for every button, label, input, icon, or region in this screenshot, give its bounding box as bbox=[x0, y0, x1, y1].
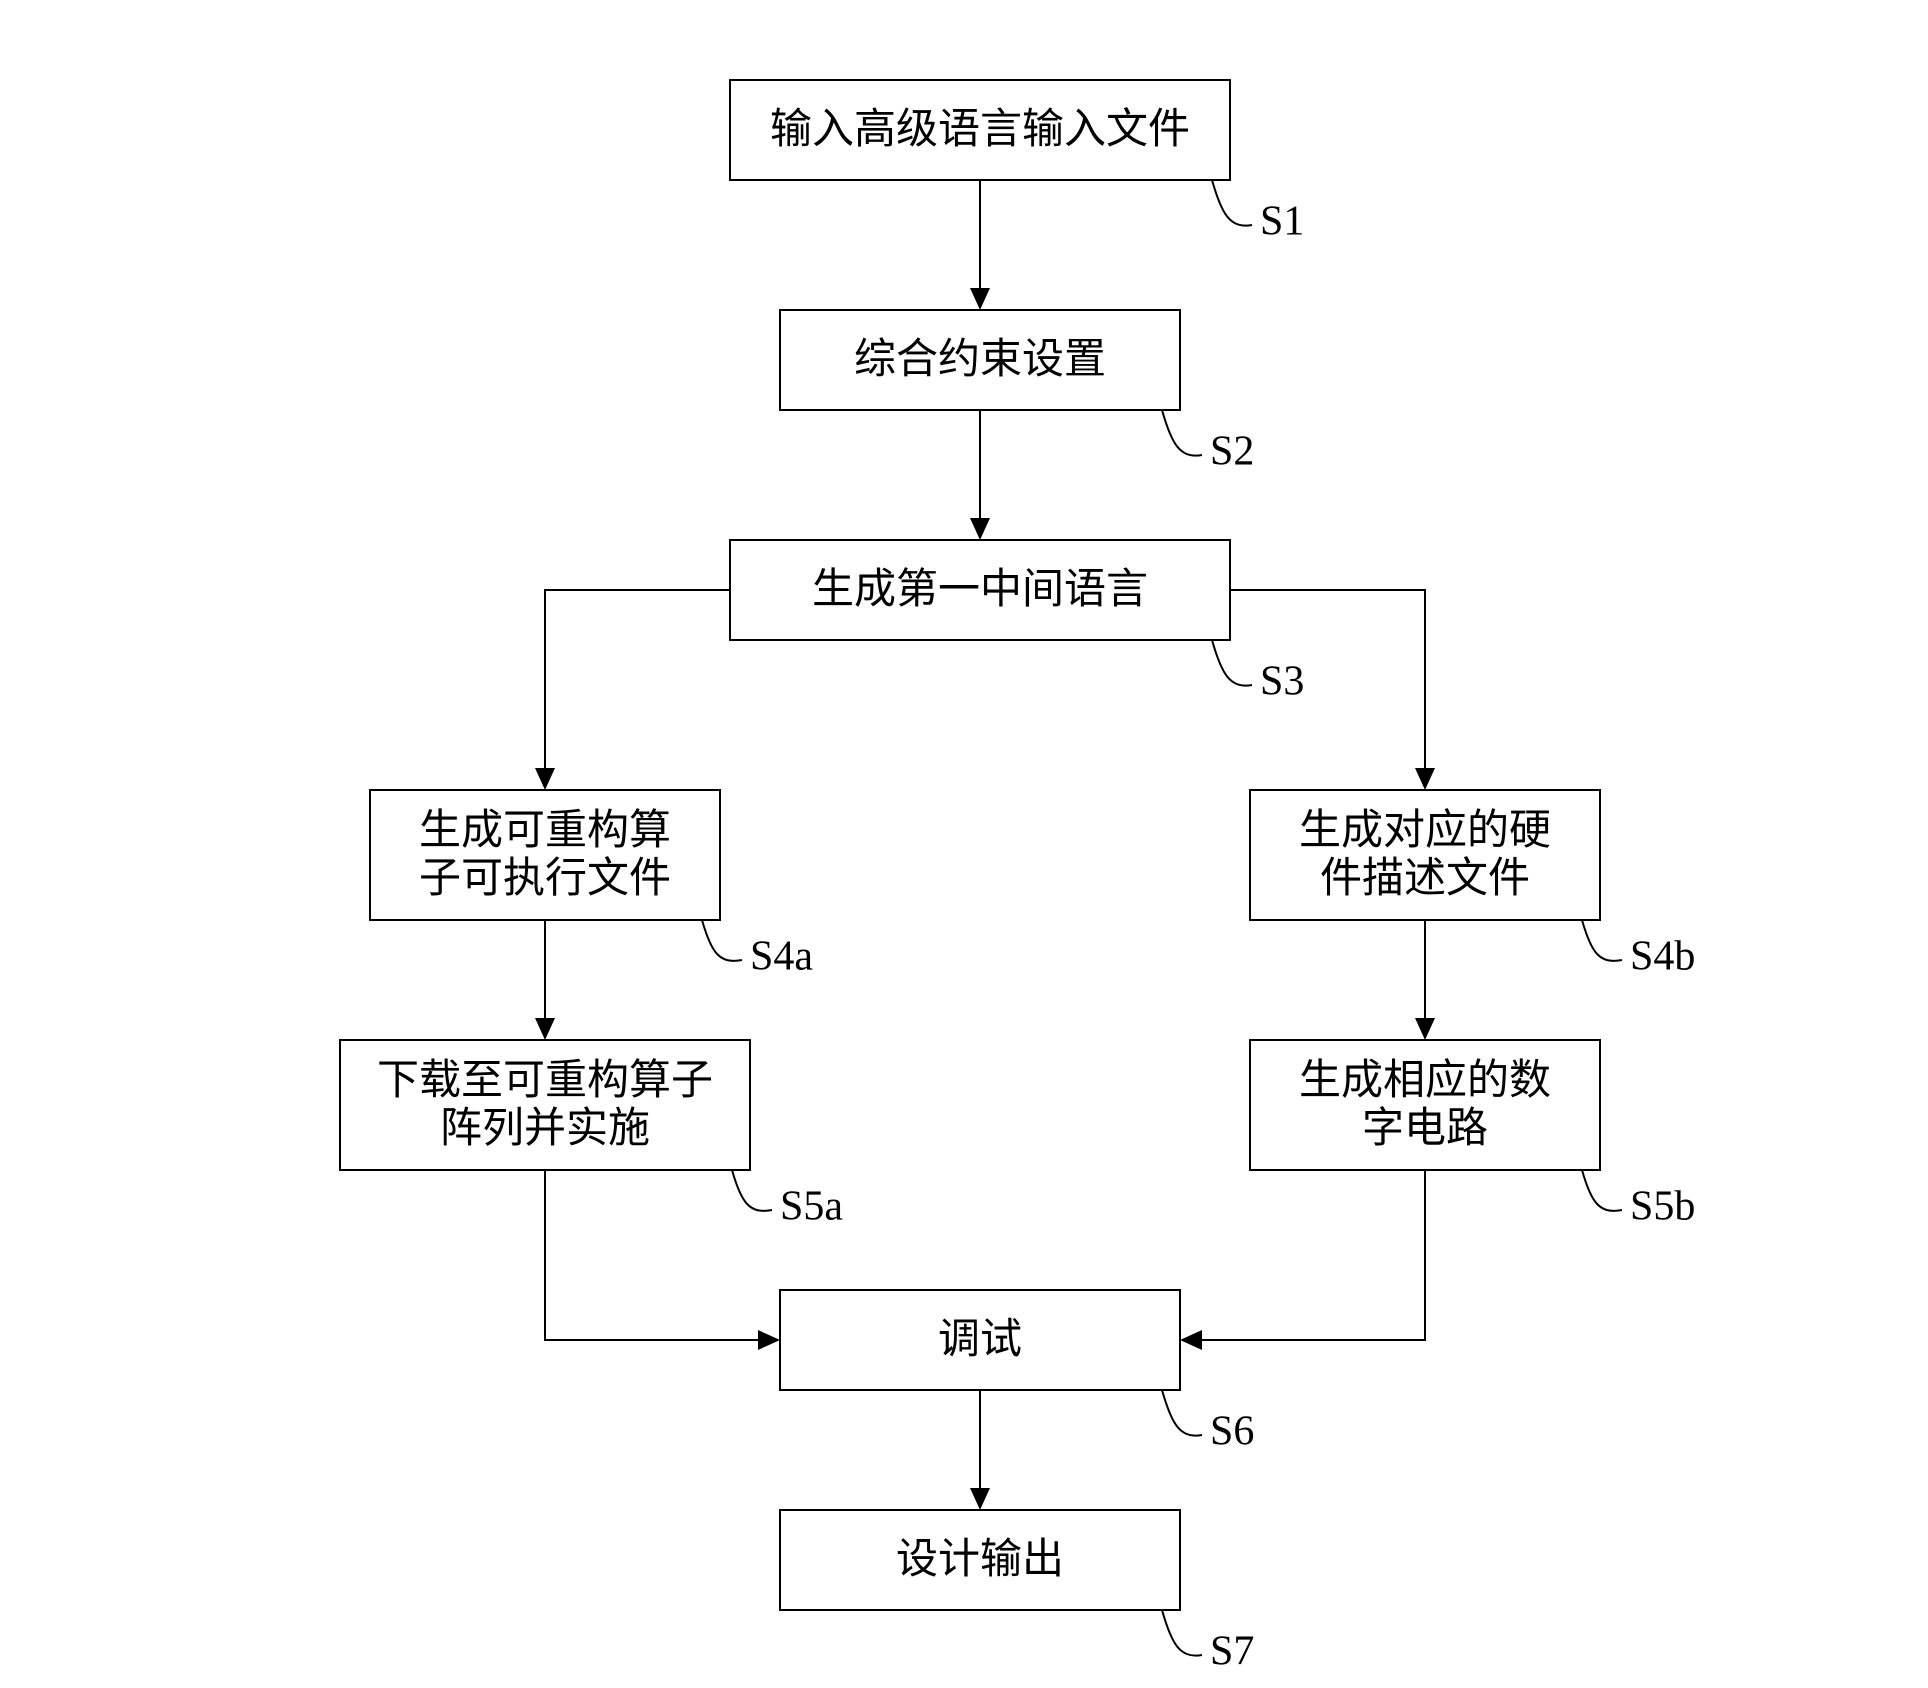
node-text: 设计输出 bbox=[896, 1537, 1064, 1583]
step-label: S6 bbox=[1210, 1409, 1254, 1455]
node-text: 调试 bbox=[938, 1317, 1022, 1363]
node-text: 生成可重构算 bbox=[419, 808, 671, 854]
step-label: S1 bbox=[1260, 199, 1304, 245]
flow-node-S6: 调试 S6 bbox=[780, 1290, 1254, 1455]
flow-node-S5b: 生成相应的数字电路 S5b bbox=[1250, 1040, 1695, 1230]
flow-node-S1: 输入高级语言输入文件 S1 bbox=[730, 80, 1304, 245]
step-label: S5a bbox=[780, 1184, 843, 1230]
step-label: S5b bbox=[1630, 1184, 1695, 1230]
step-label: S3 bbox=[1260, 659, 1304, 705]
flow-node-S5a: 下载至可重构算子阵列并实施 S5a bbox=[340, 1040, 843, 1230]
flow-node-S4a: 生成可重构算子可执行文件 S4a bbox=[370, 790, 813, 980]
step-label: S7 bbox=[1210, 1629, 1254, 1675]
step-label: S4b bbox=[1630, 934, 1695, 980]
nodes-layer: 输入高级语言输入文件 S1 综合约束设置 S2 生成第一中间语言 S3 生成可重构算子可执行… bbox=[340, 80, 1695, 1675]
flow-node-S2: 综合约束设置 S2 bbox=[780, 310, 1254, 475]
node-text: 子可执行文件 bbox=[419, 855, 671, 902]
node-text: 输入高级语言输入文件 bbox=[770, 106, 1190, 153]
node-text: 件描述文件 bbox=[1320, 855, 1530, 902]
flowchart-diagram: 输入高级语言输入文件 S1 综合约束设置 S2 生成第一中间语言 S3 生成可重构算子可执行… bbox=[0, 0, 1928, 1688]
node-text: 综合约束设置 bbox=[854, 336, 1106, 383]
node-text: 字电路 bbox=[1362, 1105, 1488, 1152]
flow-node-S4b: 生成对应的硬件描述文件 S4b bbox=[1250, 790, 1695, 980]
flow-node-S3: 生成第一中间语言 S3 bbox=[730, 540, 1304, 705]
node-text: 阵列并实施 bbox=[440, 1105, 650, 1152]
flow-node-S7: 设计输出 S7 bbox=[780, 1510, 1254, 1675]
node-text: 生成第一中间语言 bbox=[812, 567, 1148, 613]
node-text: 生成相应的数 bbox=[1299, 1057, 1551, 1104]
node-text: 下载至可重构算子 bbox=[377, 1058, 713, 1104]
step-label: S2 bbox=[1210, 429, 1254, 475]
step-label: S4a bbox=[750, 934, 813, 980]
node-text: 生成对应的硬 bbox=[1299, 807, 1551, 854]
